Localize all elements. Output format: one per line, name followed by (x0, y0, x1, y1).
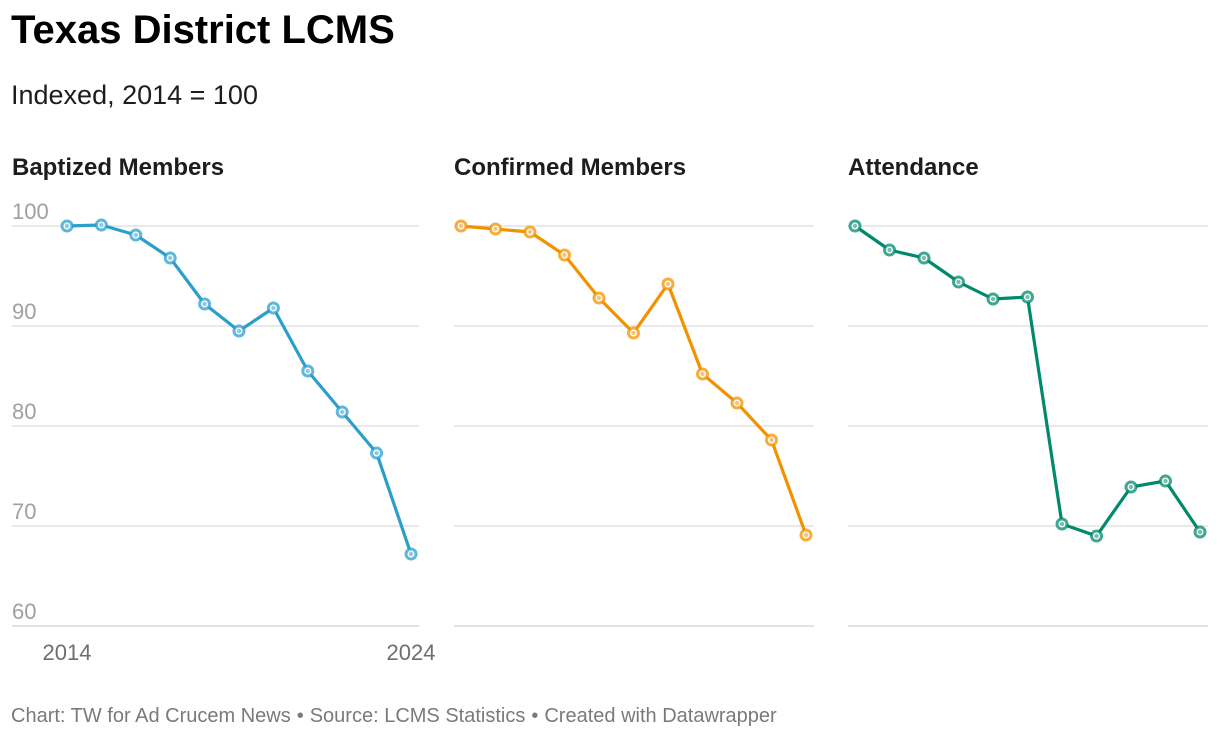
data-point-center (458, 223, 464, 229)
data-point-center (1059, 521, 1065, 527)
data-point-center (562, 252, 567, 258)
data-point-center (956, 279, 961, 285)
y-tick-label: 60 (12, 599, 36, 624)
data-point-center (852, 223, 858, 229)
x-tick-label: 2014 (43, 640, 92, 665)
series-line-baptized (65, 223, 413, 556)
panel-title-baptized: Baptized Members (12, 154, 225, 181)
data-point-center (769, 437, 774, 443)
data-point-center (408, 551, 414, 557)
data-point-center (1094, 533, 1099, 539)
data-point-center (1163, 478, 1168, 484)
footer-source: Source: LCMS Statistics (309, 705, 526, 727)
data-point-center (305, 368, 310, 374)
panel-title-confirmed: Confirmed Members (454, 154, 687, 181)
data-point-center (64, 223, 70, 229)
chart-footer: Chart: TW for Ad Crucem News • Source: LCM… (11, 705, 777, 728)
data-point-center (168, 255, 173, 261)
data-point-center (236, 328, 242, 334)
x-tick-label: 2024 (387, 640, 436, 665)
data-point-center (921, 255, 927, 261)
panel-title-attendance: Attendance (848, 154, 979, 181)
chart-title: Texas District LCMS (11, 8, 395, 52)
data-point-center (1025, 294, 1030, 300)
y-tick-label: 90 (12, 299, 36, 324)
y-tick-label: 80 (12, 399, 36, 424)
series-line-attendance (853, 224, 1202, 538)
data-point-center (887, 247, 892, 253)
data-point-center (133, 232, 138, 238)
data-point-center (596, 295, 602, 301)
data-point-center (990, 296, 996, 302)
data-point-center (665, 281, 671, 287)
data-point-center (1128, 484, 1134, 490)
data-point-center (271, 305, 276, 311)
data-point-center (734, 400, 740, 406)
footer-credit: Chart: TW for Ad Crucem News (11, 705, 291, 727)
data-point-center (700, 371, 705, 377)
footer-created: Created with Datawrapper (544, 705, 777, 727)
data-point-center (803, 532, 809, 538)
footer-separator: • (296, 705, 304, 727)
y-tick-label: 100 (12, 199, 49, 224)
data-point-center (527, 229, 533, 235)
data-point-center (1197, 529, 1203, 535)
data-point-center (202, 301, 207, 307)
data-point-center (374, 450, 379, 456)
series-line-confirmed (459, 224, 808, 537)
footer-separator: • (531, 705, 539, 727)
chart-subtitle: Indexed, 2014 = 100 (11, 80, 258, 110)
y-tick-label: 70 (12, 499, 36, 524)
data-point-center (631, 330, 636, 336)
data-point-center (493, 226, 498, 232)
data-point-center (99, 222, 104, 228)
data-point-center (340, 409, 345, 415)
